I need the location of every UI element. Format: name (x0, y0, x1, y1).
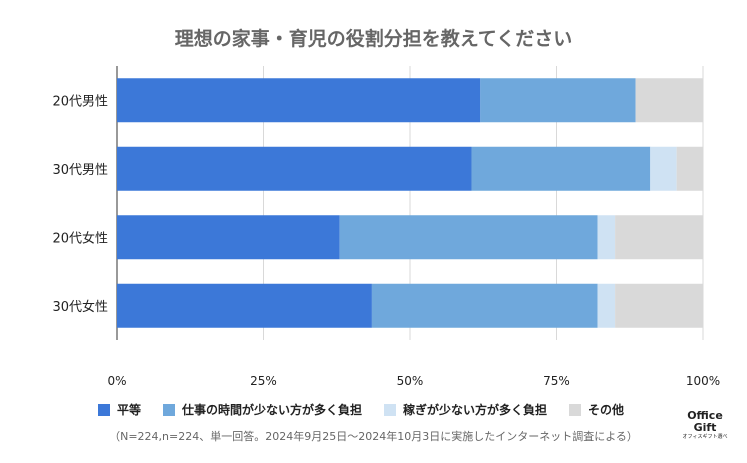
bar-segment (339, 215, 598, 260)
category-label: 30代男性 (52, 163, 108, 178)
legend: 平等 仕事の時間が少ない方が多く負担 稼ぎが少ない方が多く負担 その他 (98, 401, 624, 418)
legend-label: 仕事の時間が少ない方が多く負担 (182, 403, 363, 417)
legend-swatch (163, 403, 176, 416)
category-label: 20代男性 (52, 94, 108, 109)
x-tick-label: 25% (250, 374, 277, 388)
bar-segment (371, 283, 598, 328)
legend-swatch (98, 403, 110, 416)
bar-segment (117, 146, 472, 191)
legend-item: 仕事の時間が少ない方が多く負担 (163, 401, 362, 418)
bar-segment (117, 215, 340, 260)
office-gift-logo: Office Gift オフィスギフト選べ (680, 410, 730, 441)
category-label: 20代女性 (52, 230, 108, 246)
logo-line-2: Gift (693, 421, 717, 434)
logo-line-1: Office (687, 409, 723, 422)
legend-label: 平等 (117, 403, 142, 417)
legend-item: 平等 (98, 401, 141, 418)
bar-segment (597, 215, 616, 260)
legend-swatch (569, 403, 582, 416)
bar-segment (597, 283, 616, 328)
bar-segment (480, 78, 636, 123)
bar-segment (635, 78, 703, 123)
bar-segment (676, 146, 703, 191)
category-label: 30代女性 (52, 299, 108, 315)
legend-label: 稼ぎが少ない方が多く負担 (403, 403, 548, 417)
bar-segment (615, 215, 703, 260)
legend-item: その他 (569, 401, 624, 418)
bar-segment (117, 78, 481, 123)
footnote: （N=224,n=224、単一回答。2024年9月25日〜2024年10月3日に… (109, 430, 638, 443)
legend-swatch (384, 403, 397, 416)
x-tick-label: 0% (107, 374, 126, 388)
chart-title: 理想の家事・育児の役割分担を教えてください (174, 28, 573, 50)
bar-segment (650, 146, 677, 191)
x-tick-label: 50% (397, 374, 424, 388)
logo-line-3: オフィスギフト選べ (682, 434, 728, 440)
legend-item: 稼ぎが少ない方が多く負担 (384, 401, 547, 418)
x-tick-label: 75% (543, 374, 570, 388)
x-tick-label: 100% (686, 374, 720, 388)
legend-label: その他 (588, 403, 625, 417)
bar-segment (615, 283, 703, 328)
stacked-bar-chart: 20代男性 30代男性 20代女性 30代女性 0% 25% 50% 75% 100% (52, 66, 720, 388)
bar-segment (471, 146, 651, 191)
bar-segment (117, 283, 372, 328)
